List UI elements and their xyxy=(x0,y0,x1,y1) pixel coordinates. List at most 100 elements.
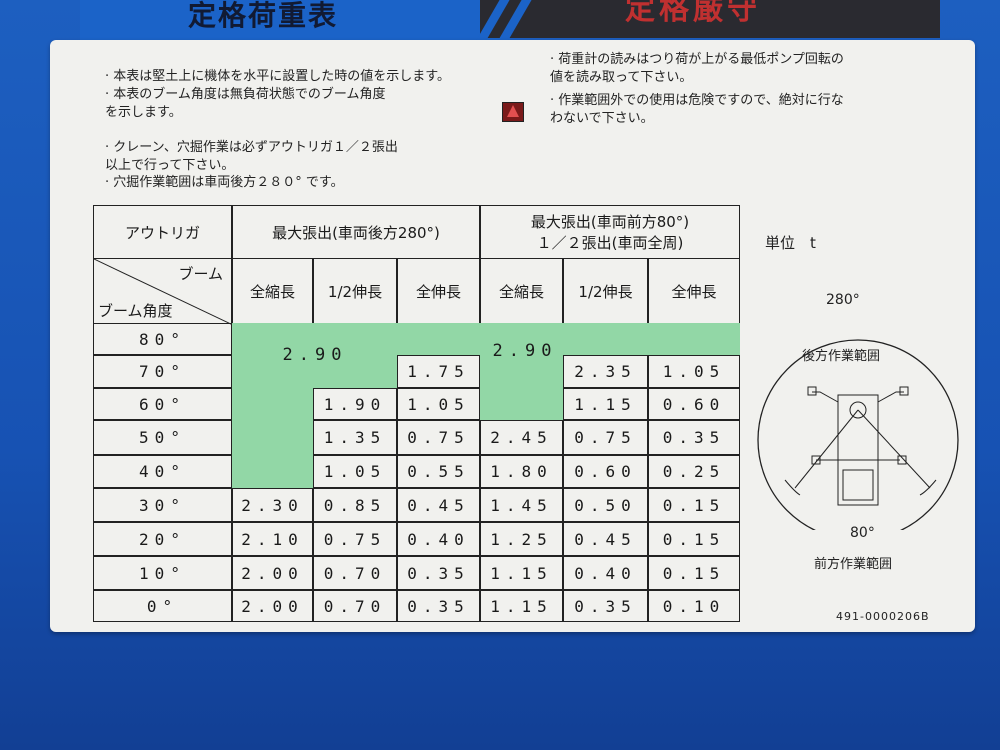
load-cell xyxy=(397,323,480,355)
load-cell: 0.15 xyxy=(648,488,740,522)
vehicle-cab xyxy=(842,469,874,501)
load-cell: 0.60 xyxy=(648,388,740,420)
load-cell: 0.35 xyxy=(563,590,648,622)
load-cell xyxy=(232,388,313,420)
column-header: 全縮長 xyxy=(480,258,563,324)
load-cell xyxy=(563,323,648,355)
row-angle: 40° xyxy=(93,455,232,488)
note-4: · 穴掘作業範囲は車両後方２８０° です。 xyxy=(105,175,344,190)
note-5: · 荷重計の読みはつり荷が上がる最低ポンプ回転の 値を読み取って下さい。 xyxy=(550,52,844,85)
load-cell: 1.15 xyxy=(563,388,648,420)
unit-label: 単位 t xyxy=(765,234,816,252)
load-cell: 1.05 xyxy=(313,455,397,488)
boom-angle-label: ブーム角度 xyxy=(98,302,173,320)
load-cell: 1.90 xyxy=(313,388,397,420)
row-angle: 60° xyxy=(93,388,232,420)
vehicle-body xyxy=(837,394,879,506)
warning-triangle-icon xyxy=(502,102,524,122)
load-cell: 2.35 xyxy=(563,355,648,388)
work-range-diagram xyxy=(757,339,959,530)
group-right-line1: 最大張出(車両前方80°) xyxy=(530,213,690,231)
group-max-rear: 最大張出(車両後方280°) xyxy=(232,205,480,259)
group-right-line2: １／２張出(車両全周) xyxy=(536,234,684,252)
load-cell: 0.70 xyxy=(313,556,397,590)
range-line-left xyxy=(794,409,859,489)
rear-range-label: 後方作業範囲 xyxy=(802,349,881,364)
load-cell: 0.55 xyxy=(397,455,480,488)
warning-title: 定格厳守 xyxy=(625,0,761,27)
load-cell: 0.75 xyxy=(313,522,397,556)
row-angle: 30° xyxy=(93,488,232,522)
row-angle: 80° xyxy=(93,323,232,355)
column-header: 1/2伸長 xyxy=(563,258,648,324)
row-angle: 20° xyxy=(93,522,232,556)
column-header: 全伸長 xyxy=(397,258,480,324)
load-cell xyxy=(313,323,397,355)
load-cell: 0.70 xyxy=(313,590,397,622)
green-right-value: 2.90 xyxy=(492,341,558,361)
load-cell: 0.40 xyxy=(397,522,480,556)
load-cell xyxy=(480,355,563,388)
load-cell: 0.15 xyxy=(648,556,740,590)
range-circle xyxy=(757,339,959,530)
load-cell: 1.75 xyxy=(397,355,480,388)
group-max-front-half: 最大張出(車両前方80°) １／２張出(車両全周) xyxy=(480,205,740,259)
boom-pivot xyxy=(849,401,867,419)
load-cell: 0.50 xyxy=(563,488,648,522)
load-cell xyxy=(232,355,313,388)
warning-band xyxy=(473,0,940,45)
header-outrigger: アウトリガ xyxy=(93,205,232,259)
load-cell: 1.45 xyxy=(480,488,563,522)
load-cell: 2.00 xyxy=(232,556,313,590)
load-cell: 0.45 xyxy=(397,488,480,522)
note-6: · 作業範囲外での使用は危険ですので、絶対に行な わないで下さい。 xyxy=(550,93,844,126)
load-cell: 2.45 xyxy=(480,420,563,455)
load-cell: 0.60 xyxy=(563,455,648,488)
title-band xyxy=(80,0,510,40)
load-cell: 1.05 xyxy=(648,355,740,388)
chart-title: 定格荷重表 xyxy=(188,0,339,32)
load-cell: 0.75 xyxy=(397,420,480,455)
load-cell: 2.30 xyxy=(232,488,313,522)
part-number: 491-0000206B xyxy=(836,610,930,623)
rear-angle: 280° xyxy=(826,292,860,308)
load-cell: 1.80 xyxy=(480,455,563,488)
load-cell: 0.75 xyxy=(563,420,648,455)
row-angle: 10° xyxy=(93,556,232,590)
row-angle: 0° xyxy=(93,590,232,622)
load-cell: 0.35 xyxy=(397,556,480,590)
load-cell: 0.85 xyxy=(313,488,397,522)
note-3: · クレーン、穴掘作業は必ずアウトリガ１／２張出 以上で行って下さい。 xyxy=(105,140,398,173)
front-angle: 80° xyxy=(850,525,875,541)
load-cell: 1.25 xyxy=(480,522,563,556)
row-angle: 70° xyxy=(93,355,232,388)
load-cell: 1.15 xyxy=(480,556,563,590)
load-cell: 0.40 xyxy=(563,556,648,590)
load-cell: 0.35 xyxy=(397,590,480,622)
row-angle: 50° xyxy=(93,420,232,455)
green-left-value: 2.90 xyxy=(282,345,348,365)
column-header: 全伸長 xyxy=(648,258,740,324)
header-boom-angle: ブームブーム角度 xyxy=(93,258,233,325)
load-cell: 1.35 xyxy=(313,420,397,455)
boom-label: ブーム xyxy=(178,265,223,283)
load-cell xyxy=(232,323,313,355)
load-cell: 0.35 xyxy=(648,420,740,455)
note-1: · 本表は堅土上に機体を水平に設置した時の値を示します。 xyxy=(105,69,450,84)
load-cell xyxy=(480,323,563,355)
front-range-label: 前方作業範囲 xyxy=(814,557,893,572)
load-cell: 2.00 xyxy=(232,590,313,622)
load-cell xyxy=(232,455,313,488)
load-cell: 2.10 xyxy=(232,522,313,556)
load-cell: 1.05 xyxy=(397,388,480,420)
top-band: 定格荷重表 定格厳守 xyxy=(0,0,1000,45)
column-header: 1/2伸長 xyxy=(313,258,397,324)
note-2: · 本表のブーム角度は無負荷状態でのブーム角度 を示します。 xyxy=(105,87,386,120)
load-cell xyxy=(648,323,740,355)
range-line-right xyxy=(857,409,931,489)
load-cell: 1.15 xyxy=(480,590,563,622)
load-cell xyxy=(232,420,313,455)
load-cell: 0.15 xyxy=(648,522,740,556)
load-cell xyxy=(313,355,397,388)
load-cell xyxy=(480,388,563,420)
